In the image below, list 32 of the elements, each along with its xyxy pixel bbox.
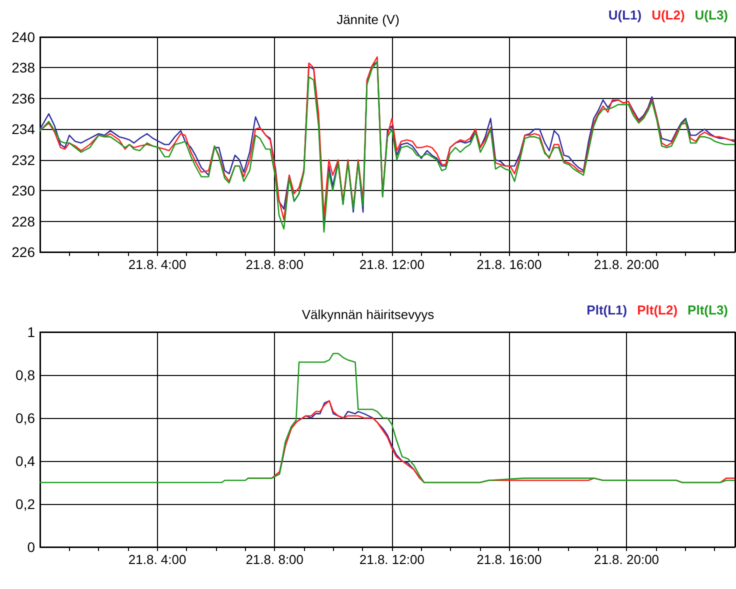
y-tick-label: 226 <box>12 244 36 260</box>
y-tick-label: 1 <box>27 324 36 340</box>
text: Plt(L2) <box>637 302 678 318</box>
text: U(L1) <box>608 8 642 22</box>
y-tick-label: 240 <box>12 29 36 45</box>
text: U(L2) <box>652 8 685 22</box>
x-tick-label: 21.8. 8:00 <box>246 257 304 272</box>
y-tick-label: 234 <box>12 121 36 138</box>
chart-title: Välkynnän häiritsevyys <box>302 307 435 322</box>
text: U(L3) <box>694 8 728 22</box>
y-tick-label: 238 <box>12 60 36 76</box>
text: Plt(L3) <box>688 302 728 318</box>
x-tick-label: 21.8. 4:00 <box>128 257 186 272</box>
y-tick-label: 230 <box>12 182 36 199</box>
y-tick-label: 228 <box>12 213 36 230</box>
x-tick-label: 21.8. 16:00 <box>476 552 542 567</box>
y-tick-label: 0,2 <box>16 496 36 512</box>
y-tick-label: 232 <box>12 152 36 168</box>
y-tick-label: 0,6 <box>16 410 36 426</box>
x-tick-label: 21.8. 8:00 <box>246 552 304 567</box>
y-tick-label: 0,4 <box>16 453 36 469</box>
x-tick-label: 21.8. 20:00 <box>594 257 660 272</box>
y-tick-label: 0 <box>27 539 36 555</box>
x-tick-label: 21.8. 12:00 <box>359 552 424 567</box>
chart-title: Jännite (V) <box>336 12 400 27</box>
x-tick-label: 21.8. 16:00 <box>476 257 542 272</box>
x-tick-label: 21.8. 4:00 <box>128 552 186 567</box>
x-tick-label: 21.8. 20:00 <box>594 552 660 567</box>
y-tick-label: 0,8 <box>16 367 36 383</box>
y-tick-label: 236 <box>12 90 36 106</box>
text: Plt(L1) <box>586 302 628 318</box>
x-tick-label: 21.8. 12:00 <box>359 257 424 272</box>
